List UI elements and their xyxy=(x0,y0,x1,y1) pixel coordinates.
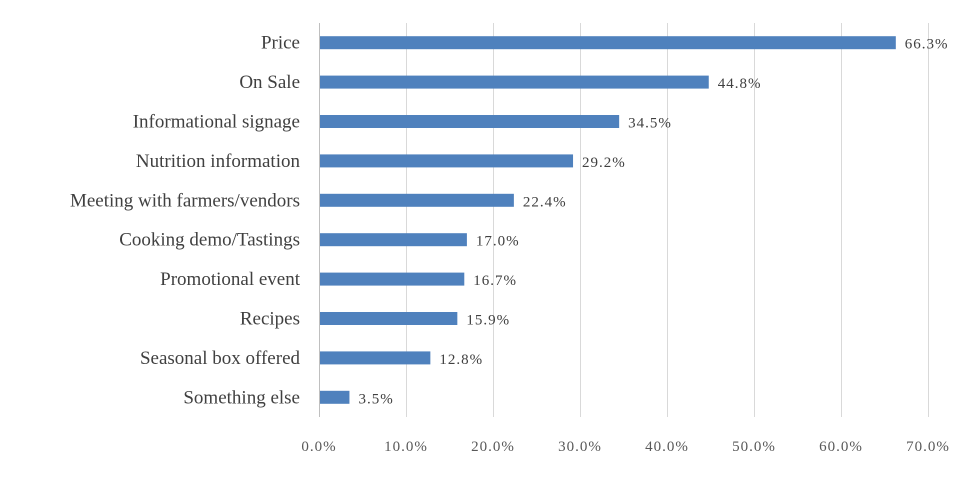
category-label: Price xyxy=(261,33,300,54)
x-tick-label: 40.0% xyxy=(645,439,689,455)
category-labels: Price On Sale Informational signage Nutriti… xyxy=(70,33,301,409)
bar xyxy=(320,272,465,286)
category-label: Seasonal box offered xyxy=(140,348,301,369)
value-label: 34.5% xyxy=(628,116,672,132)
bars xyxy=(320,36,896,404)
bar xyxy=(320,36,896,50)
bar xyxy=(320,233,467,247)
category-label: On Sale xyxy=(239,72,300,93)
x-tick-label: 20.0% xyxy=(471,439,515,455)
value-label: 17.0% xyxy=(476,234,520,250)
bar xyxy=(320,115,620,128)
category-label: Something else xyxy=(183,387,300,408)
x-tick-label: 70.0% xyxy=(906,439,950,455)
category-label: Informational signage xyxy=(133,112,300,133)
value-label: 44.8% xyxy=(718,76,762,92)
x-tick-labels: 0.0% 10.0% 20.0% 30.0% 40.0% 50.0% 60.0% 70.0% xyxy=(301,439,950,455)
value-label: 22.4% xyxy=(523,194,567,210)
bar xyxy=(320,154,574,168)
x-tick-label: 60.0% xyxy=(819,439,863,455)
category-label: Nutrition information xyxy=(136,151,301,172)
category-label: Cooking demo/Tastings xyxy=(119,230,300,251)
x-tick-label: 30.0% xyxy=(558,439,602,455)
bar xyxy=(320,193,514,207)
value-label: 16.7% xyxy=(473,273,517,289)
value-label: 3.5% xyxy=(358,391,393,407)
bar xyxy=(320,351,431,365)
x-tick-label: 10.0% xyxy=(384,439,428,455)
x-tick-label: 50.0% xyxy=(732,439,776,455)
gridlines xyxy=(406,23,929,417)
category-label: Promotional event xyxy=(160,269,301,290)
bar xyxy=(320,390,350,404)
value-label: 15.9% xyxy=(466,313,510,329)
value-label: 66.3% xyxy=(905,37,949,53)
bar xyxy=(320,312,458,325)
bar xyxy=(320,75,709,89)
value-label: 29.2% xyxy=(582,155,626,171)
x-tick-label: 0.0% xyxy=(301,439,336,455)
category-label: Meeting with farmers/vendors xyxy=(70,190,300,211)
value-label: 12.8% xyxy=(439,352,483,368)
category-label: Recipes xyxy=(240,309,300,330)
value-labels: 66.3% 44.8% 34.5% 29.2% 22.4% 17.0% 16.7% 15.9%… xyxy=(358,37,949,408)
